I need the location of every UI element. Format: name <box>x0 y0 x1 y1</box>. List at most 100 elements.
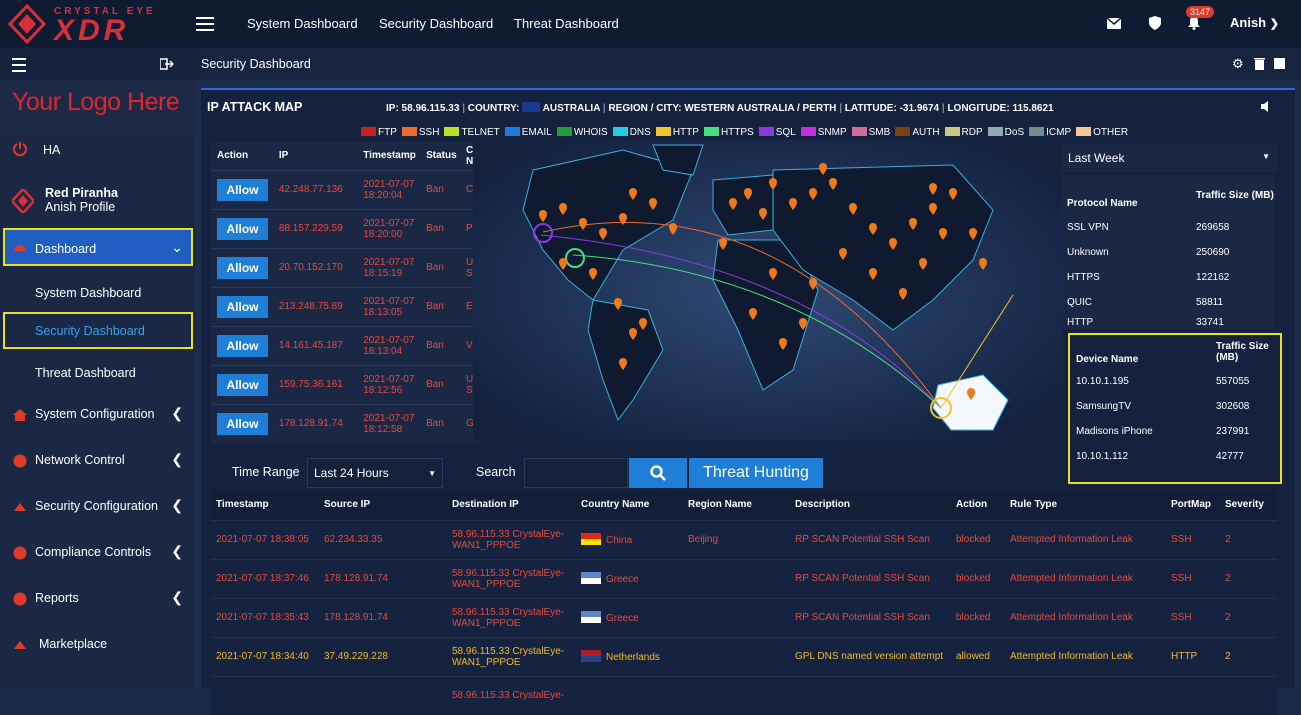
allow-button[interactable]: Allow <box>217 412 268 435</box>
allow-button[interactable]: Allow <box>217 178 268 201</box>
attack-pin-icon[interactable] <box>789 198 797 210</box>
column-header[interactable]: Source IP <box>319 490 447 520</box>
event-row[interactable]: 58.96.115.33 CrystalEye- <box>211 675 1277 715</box>
trash-icon[interactable] <box>1254 57 1265 70</box>
column-header[interactable]: Destination IP <box>447 490 576 520</box>
attack-pin-icon[interactable] <box>929 183 937 195</box>
legend-swatch <box>895 127 911 136</box>
attack-pin-icon[interactable] <box>719 238 727 250</box>
attack-pin-icon[interactable] <box>649 198 657 210</box>
attack-pin-icon[interactable] <box>559 203 567 215</box>
allow-button[interactable]: Allow <box>217 295 268 318</box>
column-header[interactable]: Region Name <box>683 490 790 520</box>
search-input[interactable] <box>524 458 628 488</box>
attack-pin-icon[interactable] <box>589 268 597 280</box>
attack-pin-icon[interactable] <box>629 328 637 340</box>
attack-pin-icon[interactable] <box>749 308 757 320</box>
attack-pin-icon[interactable] <box>599 228 607 240</box>
allow-button[interactable]: Allow <box>217 256 268 279</box>
sidebar-item-ha[interactable]: HA <box>0 138 195 162</box>
column-header[interactable]: Timestamp <box>211 490 319 520</box>
allow-button[interactable]: Allow <box>217 334 268 357</box>
sidebar-toggle-icon[interactable] <box>12 58 26 72</box>
attack-pin-icon[interactable] <box>629 188 637 200</box>
attack-pin-icon[interactable] <box>539 210 547 222</box>
sidebar-subitem-system-dashboard[interactable]: System Dashboard <box>0 284 195 304</box>
attack-pin-icon[interactable] <box>809 278 817 290</box>
attack-pin-icon[interactable] <box>729 198 737 210</box>
sidebar-item-compliance-controls[interactable]: Compliance Controls ❮ <box>0 543 195 563</box>
sidebar-item-network-control[interactable]: Network Control ❮ <box>0 451 195 471</box>
attack-pin-icon[interactable] <box>759 208 767 220</box>
attack-pin-icon[interactable] <box>849 203 857 215</box>
attack-pin-icon[interactable] <box>899 288 907 300</box>
sidebar-item-marketplace[interactable]: Marketplace <box>0 635 195 655</box>
attack-pin-icon[interactable] <box>639 318 647 330</box>
attack-pin-icon[interactable] <box>869 268 877 280</box>
book-icon[interactable] <box>1273 57 1286 70</box>
user-menu[interactable]: Anish ❯ <box>1230 15 1279 30</box>
sidebar-item-system-configuration[interactable]: System Configuration ❮ <box>0 405 195 425</box>
attack-pin-icon[interactable] <box>939 228 947 240</box>
world-attack-map[interactable] <box>473 140 1063 440</box>
attack-pin-icon[interactable] <box>769 268 777 280</box>
column-header[interactable]: Rule Type <box>1005 490 1166 520</box>
attack-pin-icon[interactable] <box>979 258 987 270</box>
search-button[interactable] <box>629 458 687 488</box>
volume-icon[interactable] <box>1261 101 1273 112</box>
allow-button[interactable]: Allow <box>217 373 268 396</box>
event-row[interactable]: 2021-07-07 18:38:05 62.234.33.35 58.96.115… <box>211 519 1277 559</box>
attack-pin-icon[interactable] <box>614 298 622 310</box>
shield-icon[interactable] <box>1149 16 1161 30</box>
sidebar-subitem-security-dashboard[interactable]: Security Dashboard <box>3 312 193 349</box>
attack-pin-icon[interactable] <box>869 223 877 235</box>
column-header[interactable]: Action <box>951 490 1005 520</box>
target-pin-icon[interactable] <box>967 388 975 400</box>
attack-pin-icon[interactable] <box>619 213 627 225</box>
event-row[interactable]: 2021-07-07 18:34:40 37.49.229.228 58.96.11… <box>211 636 1277 676</box>
attack-pin-icon[interactable] <box>619 358 627 370</box>
attack-pin-icon[interactable] <box>769 178 777 190</box>
event-row[interactable]: 2021-07-07 18:37:46 178.128.91.74 58.96.11… <box>211 558 1277 598</box>
sidebar-item-profile[interactable]: Red Piranha Anish Profile <box>0 183 195 219</box>
bell-icon[interactable] <box>1188 16 1200 30</box>
column-header[interactable]: Severity <box>1220 490 1277 520</box>
attack-pin-icon[interactable] <box>929 203 937 215</box>
attack-pin-icon[interactable] <box>799 318 807 330</box>
attack-pin-icon[interactable] <box>969 228 977 240</box>
nav-system-dashboard[interactable]: System Dashboard <box>247 16 358 31</box>
period-select[interactable]: Last Week ▼ <box>1061 144 1277 172</box>
nav-threat-dashboard[interactable]: Threat Dashboard <box>514 16 619 31</box>
time-range-select[interactable]: Last 24 Hours ▼ <box>307 458 443 488</box>
column-header[interactable]: Description <box>790 490 951 520</box>
nav-security-dashboard[interactable]: Security Dashboard <box>379 16 494 31</box>
attack-pin-icon[interactable] <box>669 223 677 235</box>
attack-pin-icon[interactable] <box>744 188 752 200</box>
attack-pin-icon[interactable] <box>889 238 897 250</box>
column-header[interactable]: Country Name <box>576 490 683 520</box>
sidebar-item-dashboard[interactable]: Dashboard ⌄ <box>3 228 193 266</box>
attack-pin-icon[interactable] <box>579 218 587 230</box>
column-header[interactable]: PortMap <box>1166 490 1220 520</box>
attack-pin-icon[interactable] <box>559 258 567 270</box>
settings-gear-icon[interactable]: ⚙ <box>1232 56 1244 71</box>
attack-pin-icon[interactable] <box>839 248 847 260</box>
event-row[interactable]: 2021-07-07 18:35:43 178.128.91.74 58.96.11… <box>211 597 1277 637</box>
attack-pin-icon[interactable] <box>909 218 917 230</box>
allow-button[interactable]: Allow <box>217 217 268 240</box>
attack-pin-icon[interactable] <box>829 178 837 190</box>
event-source-ip: 62.234.33.35 <box>319 519 447 559</box>
threat-hunting-button[interactable]: Threat Hunting <box>689 458 823 488</box>
attack-pin-icon[interactable] <box>919 258 927 270</box>
attack-pin-icon[interactable] <box>779 338 787 350</box>
sidebar-item-security-configuration[interactable]: Security Configuration ❮ <box>0 497 195 517</box>
mail-icon[interactable] <box>1107 18 1121 29</box>
hamburger-menu-icon[interactable] <box>196 17 214 31</box>
sidebar-item-reports[interactable]: Reports ❮ <box>0 589 195 609</box>
attack-pin-icon[interactable] <box>949 188 957 200</box>
sign-out-icon[interactable] <box>160 58 174 70</box>
crystal-eye-xdr-logo[interactable]: CRYSTAL EYE XDR <box>0 0 195 48</box>
sidebar-subitem-threat-dashboard[interactable]: Threat Dashboard <box>0 364 195 384</box>
attack-pin-icon[interactable] <box>819 163 827 175</box>
attack-pin-icon[interactable] <box>809 188 817 200</box>
